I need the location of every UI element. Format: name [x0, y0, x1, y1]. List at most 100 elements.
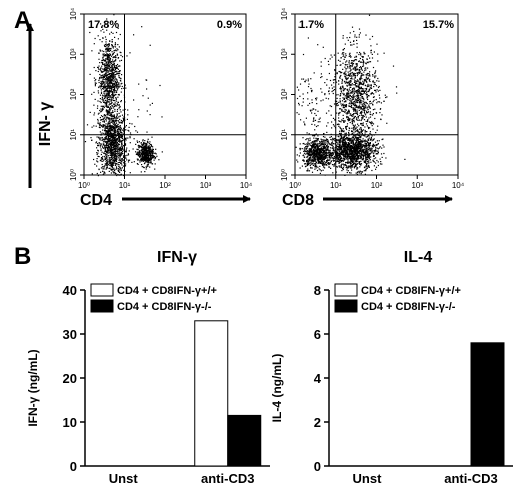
event-dot: [343, 156, 345, 158]
event-dot: [107, 94, 109, 96]
event-dot: [365, 165, 367, 167]
event-dot: [353, 116, 355, 118]
event-dot: [321, 159, 323, 161]
event-dot: [310, 142, 312, 144]
event-dot: [325, 138, 328, 140]
event-dot: [146, 161, 148, 163]
event-dot: [112, 156, 114, 158]
event-dot: [110, 132, 112, 134]
event-dot: [322, 166, 325, 168]
event-dot: [317, 157, 319, 159]
event-dot: [310, 163, 313, 165]
event-dot: [364, 126, 366, 128]
event-dot: [336, 140, 338, 142]
quadrant-percent-upper-right: 0.9%: [217, 19, 242, 31]
event-dot: [122, 109, 124, 111]
event-dot: [107, 146, 109, 148]
event-dot: [358, 107, 360, 109]
event-dot: [375, 157, 377, 159]
event-dot: [105, 79, 107, 81]
event-dot: [356, 160, 358, 162]
event-dot: [350, 100, 352, 103]
event-dot: [105, 62, 107, 64]
event-dot: [360, 135, 362, 137]
event-dot: [347, 156, 349, 158]
event-dot: [107, 125, 109, 127]
event-dot: [321, 139, 323, 141]
event-dot: [357, 140, 359, 142]
event-dot: [112, 132, 114, 134]
event-dot: [377, 90, 379, 92]
event-dot: [110, 61, 112, 63]
event-dot: [111, 107, 113, 109]
event-dot: [116, 87, 118, 89]
event-dot: [111, 141, 113, 143]
event-dot: [101, 85, 103, 87]
event-dot: [145, 157, 147, 159]
event-dot: [109, 148, 111, 150]
event-dot: [328, 151, 330, 153]
event-dot: [336, 158, 338, 160]
event-dot: [352, 142, 354, 144]
event-dot: [332, 154, 334, 157]
event-dot: [140, 159, 143, 161]
event-dot: [114, 124, 116, 126]
event-dot: [326, 84, 328, 86]
event-dot: [112, 57, 114, 59]
event-dot: [315, 143, 317, 145]
event-dot: [324, 151, 326, 153]
event-dot: [115, 157, 117, 159]
event-dot: [312, 161, 314, 163]
event-dot: [336, 145, 338, 148]
event-dot: [343, 158, 345, 160]
event-dot: [107, 151, 109, 153]
event-dot: [120, 136, 123, 139]
event-dot: [109, 125, 111, 127]
event-dot: [106, 94, 108, 97]
event-dot: [105, 135, 108, 138]
event-dot: [346, 171, 348, 174]
event-dot: [153, 159, 155, 161]
event-dot: [112, 72, 115, 74]
event-dot: [147, 138, 149, 140]
event-dot: [122, 165, 124, 167]
event-dot: [108, 127, 110, 130]
event-dot: [354, 104, 356, 106]
event-dot: [111, 161, 113, 163]
event-dot: [114, 162, 116, 164]
event-dot: [108, 62, 110, 64]
event-dot: [367, 144, 369, 146]
event-dot: [104, 94, 106, 96]
event-dot: [322, 169, 324, 171]
event-dot: [102, 138, 104, 140]
event-dot: [121, 121, 123, 123]
event-dot: [340, 166, 342, 169]
event-dot: [312, 135, 314, 137]
event-dot: [321, 140, 323, 142]
event-dot: [365, 159, 367, 161]
event-dot: [339, 153, 342, 155]
event-dot: [105, 68, 107, 70]
event-dot: [150, 157, 152, 159]
event-dot: [112, 158, 114, 160]
event-dot: [341, 141, 344, 143]
event-dot: [107, 137, 109, 139]
event-dot: [108, 110, 110, 112]
event-dot: [368, 149, 370, 151]
event-dot: [111, 73, 113, 75]
event-dot: [106, 102, 108, 104]
event-dot: [362, 143, 364, 146]
event-dot: [146, 154, 148, 156]
event-dot: [144, 146, 147, 148]
event-dot: [104, 36, 107, 38]
event-dot: [360, 106, 362, 108]
event-dot: [306, 143, 308, 146]
event-dot: [109, 89, 111, 92]
event-dot: [313, 151, 315, 153]
event-dot: [101, 75, 103, 77]
event-dot: [113, 99, 115, 102]
event-dot: [109, 75, 111, 77]
event-dot: [121, 147, 123, 149]
event-dot: [339, 100, 341, 102]
